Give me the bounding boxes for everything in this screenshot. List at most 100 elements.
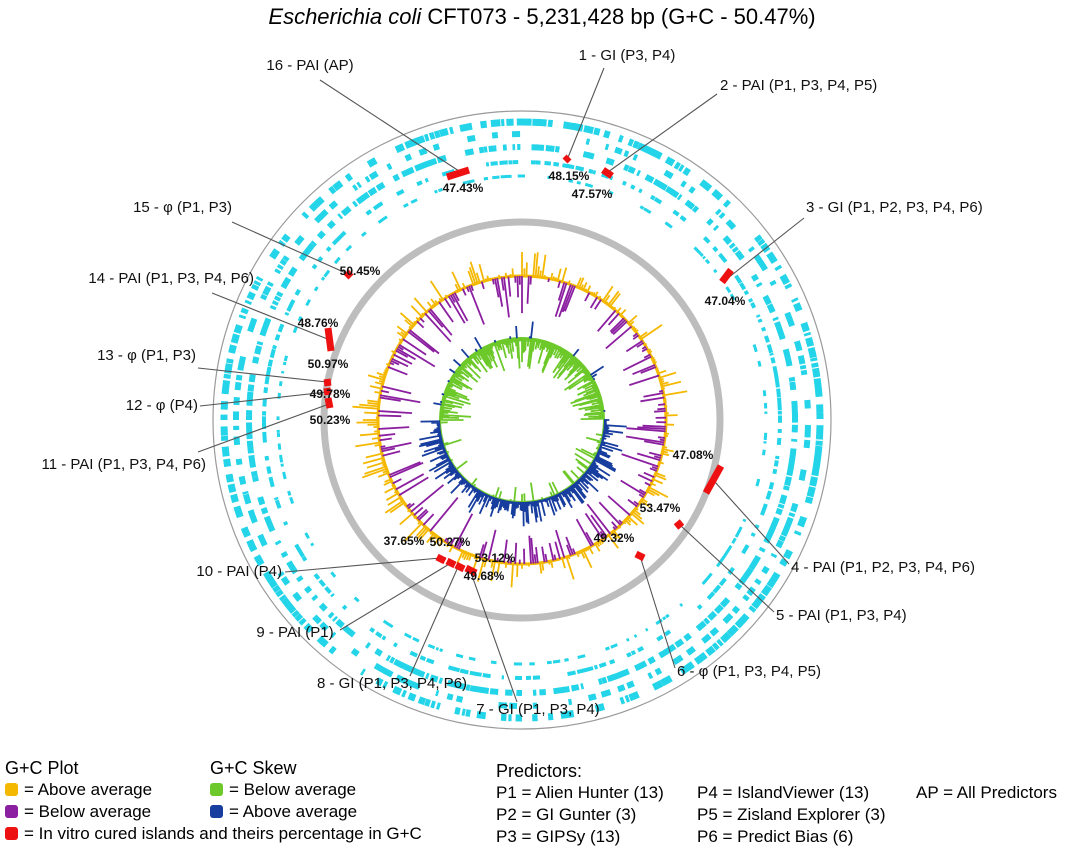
island-9-marker	[445, 557, 457, 569]
gc-below-swatch	[5, 805, 18, 818]
guide-ring	[320, 218, 724, 622]
island-5-gc-percent: 53.47%	[640, 501, 681, 515]
island-3-marker	[719, 267, 734, 285]
island-7-marker	[464, 564, 478, 577]
gc-content-plot	[352, 252, 688, 588]
gc-above-average-spikes	[352, 252, 688, 588]
cured-island-legend-item: = In vitro cured islands and theirs perc…	[5, 823, 422, 845]
island-7-leader-line	[469, 569, 518, 703]
island-16-leader-line	[319, 79, 463, 174]
island-9-gc-percent: 50.27%	[430, 535, 471, 549]
island-15-leader-line	[231, 221, 349, 275]
skew-above-label: = Above average	[229, 802, 358, 821]
island-6-gc-percent: 49.32%	[594, 531, 635, 545]
island-16-marker	[445, 166, 471, 181]
predictor-ring-1	[220, 118, 824, 722]
island-11-marker	[324, 397, 334, 409]
island-4-marker	[702, 464, 725, 495]
gc-skew-legend-title: G+C Skew	[210, 758, 297, 778]
gc-below-label: = Below average	[24, 802, 152, 821]
cured-island-markers	[323, 154, 734, 577]
island-11-leader-line	[197, 403, 330, 453]
skew-below-average-spikes	[439, 337, 605, 503]
gc-skew-plot	[418, 321, 627, 527]
island-9-leader-line	[339, 562, 452, 631]
predictor-ring-2	[232, 131, 811, 709]
island-5-label: 5 - PAI (P1, P3, P4)	[776, 607, 907, 624]
island-13-marker	[323, 378, 332, 387]
island-14-marker	[324, 327, 335, 352]
predictors-col-3: AP = All Predictors	[916, 782, 1057, 804]
genome-summary: CFT073 - 5,231,428 bp (G+C - 50.47%)	[421, 4, 816, 29]
island-1-label: 1 - GI (P3, P4)	[579, 47, 676, 64]
island-2-marker	[601, 167, 614, 179]
island-16-gc-percent: 47.43%	[443, 181, 484, 195]
predictor-p6: P6 = Predict Bias (6)	[697, 827, 854, 846]
skew-above-legend-item: = Above average	[210, 801, 357, 823]
island-12-leader-line	[199, 391, 328, 407]
predictor-ring-segments	[276, 174, 768, 666]
island-14-label: 14 - PAI (P1, P3, P4, P6)	[88, 270, 254, 287]
island-8-gc-percent: 53.12%	[475, 551, 516, 565]
island-4-label: 4 - PAI (P1, P2, P3, P4, P6)	[791, 559, 975, 576]
organism-name: Escherichia coli	[268, 4, 422, 29]
predictor-ring-segments	[220, 118, 824, 722]
gc-guide-ring	[320, 218, 724, 622]
island-1-gc-percent: 48.15%	[549, 169, 590, 183]
island-14-gc-percent: 48.76%	[298, 316, 339, 330]
island-8-marker	[454, 561, 466, 573]
island-3-gc-percent: 47.04%	[705, 294, 746, 308]
island-1-marker	[562, 154, 572, 164]
island-15-gc-percent: 50.45%	[340, 264, 381, 278]
island-5-marker	[673, 519, 685, 530]
island-12-marker	[323, 387, 332, 396]
skew-below-label: = Below average	[229, 780, 357, 799]
skew-below-legend-item: = Below average	[210, 779, 357, 801]
predictor-ring-segments	[246, 143, 799, 696]
island-10-gc-percent: 37.65%	[384, 534, 425, 548]
island-11-gc-percent: 50.23%	[310, 413, 351, 427]
island-6-leader-line	[639, 555, 676, 669]
island-11-label: 11 - PAI (P1, P3, P4, P6)	[41, 456, 206, 473]
island-9-label: 9 - PAI (P1)	[256, 624, 333, 641]
island-6-marker	[634, 550, 646, 562]
island-labels: 48.15% 1 - GI (P3, P4) 47.57% 2 - PAI (P1, …	[41, 47, 982, 718]
predictor-p1: P1 = Alien Hunter (13)	[496, 783, 664, 802]
predictor-ring-segments	[232, 131, 811, 709]
predictor-ring-5	[276, 174, 768, 666]
island-4-gc-percent: 47.08%	[673, 448, 714, 462]
island-6-label: 6 - φ (P1, P3, P4, P5)	[677, 663, 821, 680]
predictor-p3: P3 = GIPSy (13)	[496, 827, 621, 846]
predictor-rings	[212, 110, 832, 730]
island-2-gc-percent: 47.57%	[572, 187, 613, 201]
island-7-gc-percent: 49.68%	[464, 569, 505, 583]
predictor-ring-segments	[261, 160, 783, 680]
gc-above-label: = Above average	[24, 780, 153, 799]
island-15-label: 15 - φ (P1, P3)	[133, 199, 232, 216]
island-10-marker	[435, 553, 447, 565]
outer-border-ring	[212, 110, 832, 730]
gc-above-legend-item: = Above average	[5, 779, 422, 801]
island-13-gc-percent: 50.97%	[308, 357, 349, 371]
predictor-ap: AP = All Predictors	[916, 783, 1057, 802]
island-15-marker	[343, 269, 354, 280]
figure-title: Escherichia coli CFT073 - 5,231,428 bp (…	[0, 4, 1084, 30]
predictor-p5: P5 = Zisland Explorer (3)	[697, 805, 886, 824]
island-2-leader-line	[607, 93, 718, 173]
island-13-leader-line	[197, 367, 328, 383]
skew-below-swatch	[210, 783, 223, 796]
skew-above-swatch	[210, 805, 223, 818]
island-10-leader-line	[284, 557, 441, 573]
predictors-legend: Predictors:	[496, 760, 582, 782]
label-leader-lines	[197, 67, 805, 703]
predictor-ring-3	[246, 143, 799, 696]
island-14-leader-line	[211, 292, 331, 341]
island-2-label: 2 - PAI (P1, P3, P4, P5)	[720, 77, 877, 94]
cured-island-label: = In vitro cured islands and theirs perc…	[24, 824, 422, 843]
island-10-label: 10 - PAI (P4)	[196, 563, 282, 580]
predictor-ring-4	[261, 160, 783, 680]
predictor-p4: P4 = IslandViewer (13)	[697, 783, 870, 802]
predictor-p2: P2 = GI Gunter (3)	[496, 805, 637, 824]
island-5-leader-line	[679, 524, 775, 613]
